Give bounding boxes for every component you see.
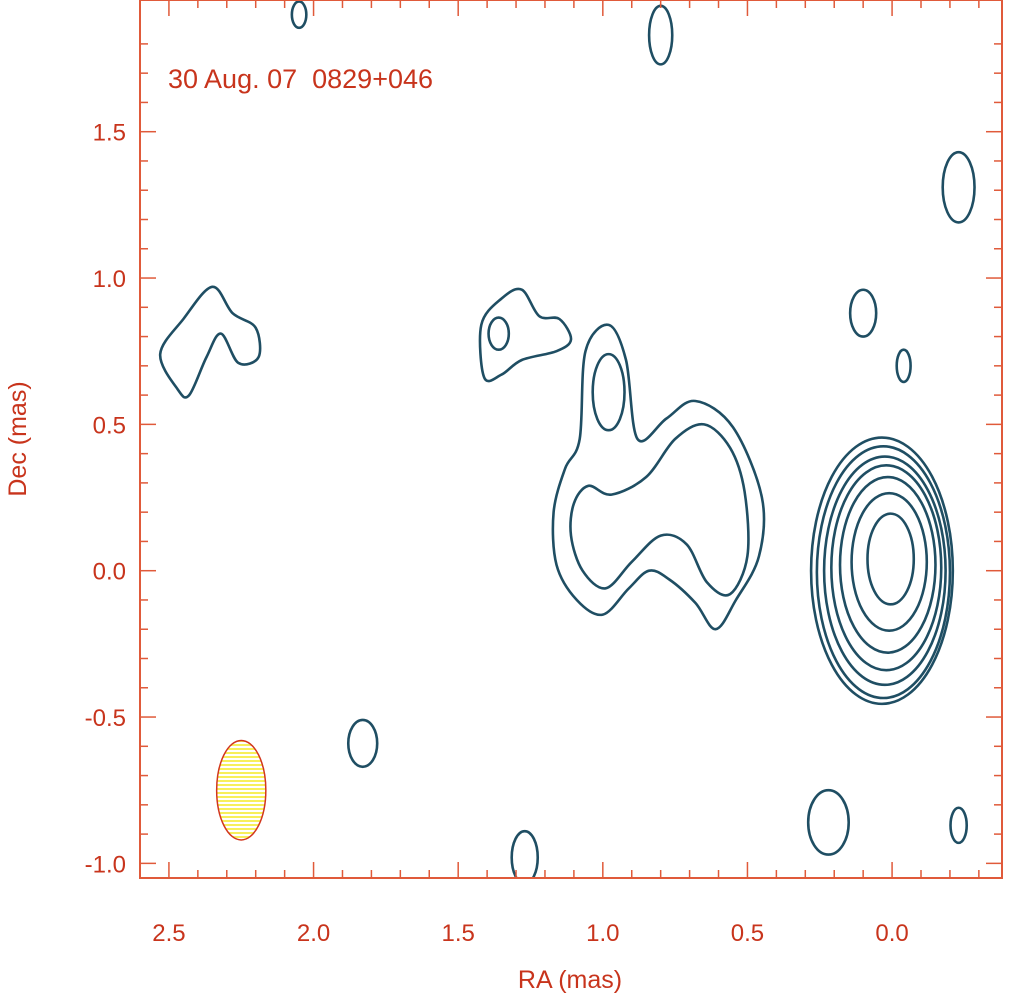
y-axis-label: Dec (mas) xyxy=(4,381,32,496)
small-contour-2 xyxy=(647,4,674,66)
contour-upper-mid-blob xyxy=(478,287,573,383)
core-contour-1 xyxy=(866,512,916,606)
y-tick-label: -0.5 xyxy=(85,705,126,732)
x-tick-label: 0.0 xyxy=(875,920,908,947)
x-tick-label: 2.5 xyxy=(152,920,185,947)
contour-lines xyxy=(158,0,976,878)
core-contour-4 xyxy=(830,464,943,672)
core-contour-6 xyxy=(815,445,952,700)
beam-layer xyxy=(215,739,267,841)
y-tick-label: 1.0 xyxy=(93,266,126,293)
contour-jet-inner xyxy=(569,422,750,597)
contour-jet-outer xyxy=(551,323,766,631)
tick-labels: 2.5 2.0 1.5 1.0 0.5 0.0 1.5 1.0 0.5 0.0 -0.5 -1.0 xyxy=(85,120,909,947)
core-contour-2 xyxy=(850,491,929,632)
x-tick-label: 1.0 xyxy=(586,920,619,947)
y-tick-label: 0.0 xyxy=(93,559,126,586)
small-contour-1 xyxy=(290,0,308,30)
small-contour-4 xyxy=(848,288,878,338)
small-contour-11 xyxy=(949,806,969,845)
y-tick-label: -1.0 xyxy=(85,851,126,878)
small-contour-7 xyxy=(487,316,511,352)
x-tick-label: 1.5 xyxy=(442,920,475,947)
y-tick-label: 0.5 xyxy=(93,412,126,439)
small-contour-9 xyxy=(510,829,540,878)
small-contour-10 xyxy=(806,788,850,856)
small-contour-3 xyxy=(941,150,976,224)
core-contour-7 xyxy=(809,436,955,706)
core-contour-3 xyxy=(838,475,937,654)
x-tick-label: 2.0 xyxy=(297,920,330,947)
small-contour-8 xyxy=(346,718,379,769)
annotation-label: 30 Aug. 07 0829+046 xyxy=(168,64,433,94)
small-contour-6 xyxy=(591,352,626,432)
contour-left-blob xyxy=(158,285,262,399)
axis-ticks xyxy=(140,0,1002,878)
x-tick-label: 0.5 xyxy=(731,920,764,947)
y-tick-label: 1.5 xyxy=(93,120,126,147)
small-contour-5 xyxy=(895,348,912,384)
x-axis-label: RA (mas) xyxy=(518,966,622,994)
core-contour-5 xyxy=(822,455,947,687)
plot-frame xyxy=(139,0,1003,879)
beam-ellipse xyxy=(215,739,267,841)
